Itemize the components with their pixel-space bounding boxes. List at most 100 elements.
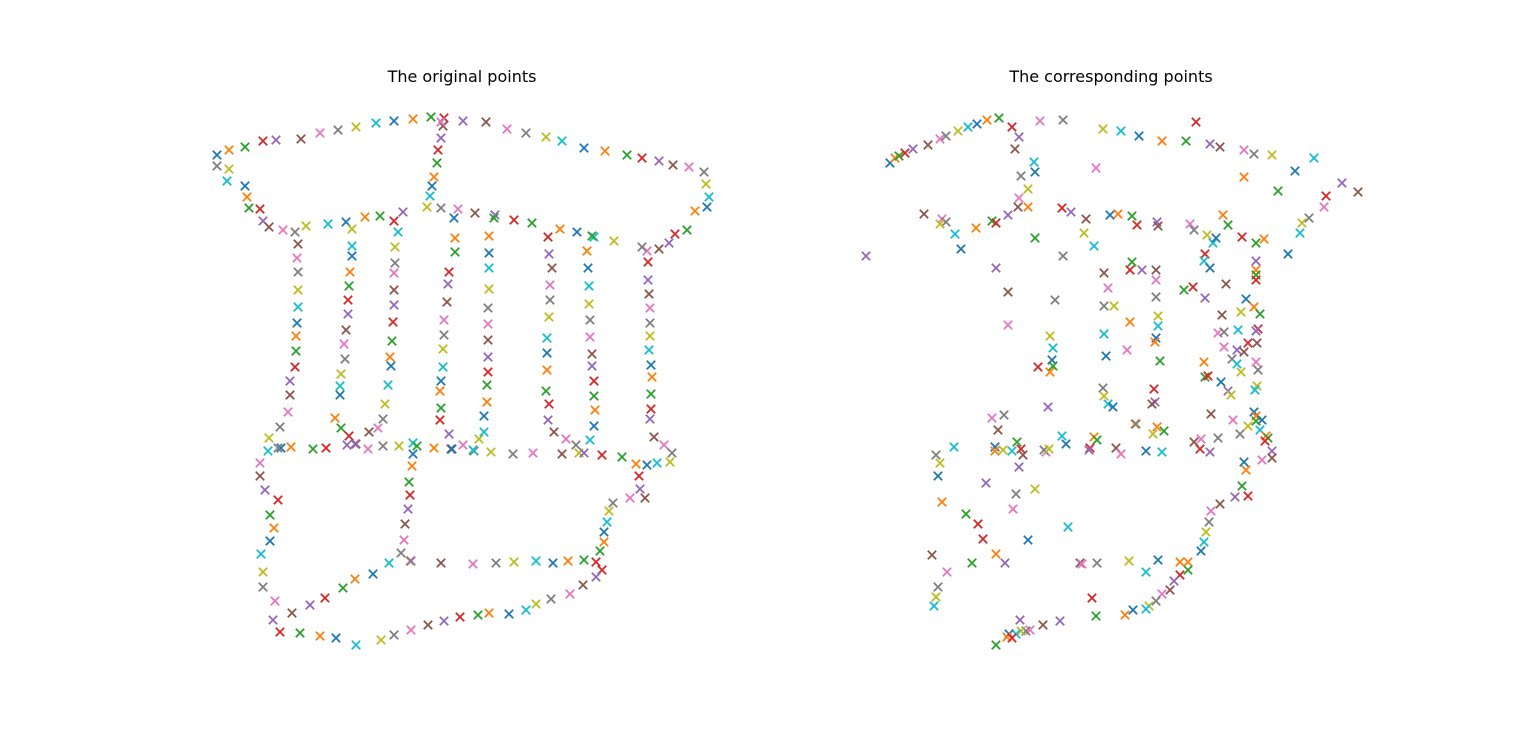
corresponding-point-marker [1092, 558, 1102, 568]
corresponding-point-marker [1233, 325, 1243, 335]
corresponding-point-marker [1232, 359, 1242, 369]
original-point-marker [240, 181, 250, 191]
original-point-marker [293, 285, 303, 295]
corresponding-point-marker [1200, 293, 1210, 303]
original-point-marker [531, 556, 541, 566]
original-point-marker [604, 506, 614, 516]
corresponding-point-marker [1153, 555, 1163, 565]
corresponding-point-marker [998, 445, 1008, 455]
corresponding-point-marker [1159, 426, 1169, 436]
corresponding-point-marker [1217, 310, 1227, 320]
corresponding-point-marker [935, 134, 945, 144]
original-point-marker [343, 295, 353, 305]
original-point-marker [387, 336, 397, 346]
corresponding-point-marker [1023, 535, 1033, 545]
corresponding-point-marker [1205, 139, 1215, 149]
corresponding-point-marker [1237, 232, 1247, 242]
corresponding-point-marker [1215, 142, 1225, 152]
corresponding-point-marker [971, 223, 981, 233]
original-point-marker [340, 354, 350, 364]
original-point-marker [521, 128, 531, 138]
original-point-marker [483, 335, 493, 345]
corresponding-point-marker [1239, 347, 1249, 357]
original-point-marker [394, 441, 404, 451]
corresponding-point-marker [1253, 365, 1263, 375]
original-point-marker [637, 153, 647, 163]
original-point-marker [555, 224, 565, 234]
corresponding-point-marker [1091, 163, 1101, 173]
original-point-marker [543, 232, 553, 242]
corresponding-point-marker [1252, 338, 1262, 348]
original-point-marker [408, 114, 418, 124]
corresponding-point-marker [1183, 565, 1193, 575]
original-point-marker [433, 145, 443, 155]
corresponding-point-marker [1236, 367, 1246, 377]
corresponding-point-marker [1228, 415, 1238, 425]
original-point-marker [490, 210, 500, 220]
original-point-marker [458, 440, 468, 450]
original-point-marker [269, 523, 279, 533]
original-point-marker [563, 556, 573, 566]
corresponding-point-marker [978, 534, 988, 544]
original-point-marker [509, 557, 519, 567]
original-point-marker [333, 125, 343, 135]
original-point-marker [527, 218, 537, 228]
original-point-marker [389, 300, 399, 310]
corresponding-point-marker [1147, 399, 1157, 409]
original-point-marker [275, 422, 285, 432]
corresponding-point-marker [1141, 446, 1151, 456]
corresponding-point-marker [1132, 220, 1142, 230]
corresponding-point-marker [1273, 186, 1283, 196]
corresponding-point-marker [1081, 214, 1091, 224]
corresponding-point-marker [1189, 437, 1199, 447]
original-point-marker [544, 312, 554, 322]
original-point-marker [255, 471, 265, 481]
corresponding-point-marker [941, 217, 951, 227]
corresponding-point-marker [894, 151, 904, 161]
original-point-marker [242, 192, 252, 202]
original-point-marker [473, 610, 483, 620]
original-point-marker [383, 380, 393, 390]
original-point-marker [386, 361, 396, 371]
corresponding-point-marker [935, 219, 945, 229]
original-point-marker [644, 345, 654, 355]
original-point-marker [336, 423, 346, 433]
original-point-marker [579, 448, 589, 458]
corresponding-point-marker [1150, 337, 1160, 347]
original-point-marker [287, 608, 297, 618]
original-point-marker [449, 213, 459, 223]
corresponding-point-marker [1267, 453, 1277, 463]
corresponding-point-marker [1125, 317, 1135, 327]
corresponding-point-marker [1243, 491, 1253, 501]
original-point-marker [491, 558, 501, 568]
corresponding-point-marker [923, 140, 933, 150]
corresponding-point-marker [1113, 209, 1123, 219]
original-point-marker [557, 136, 567, 146]
original-point-marker [338, 583, 348, 593]
original-point-marker [320, 593, 330, 603]
original-point-marker [647, 372, 657, 382]
corresponding-point-marker [1152, 422, 1162, 432]
original-point-marker [393, 227, 403, 237]
original-point-marker [224, 164, 234, 174]
original-point-marker [342, 440, 352, 450]
original-point-marker [442, 297, 452, 307]
original-point-marker [625, 493, 635, 503]
original-point-marker [268, 615, 278, 625]
corresponding-point-marker [1030, 484, 1040, 494]
original-point-marker [385, 352, 395, 362]
original-point-marker [668, 160, 678, 170]
original-point-marker [376, 635, 386, 645]
original-point-marker [455, 612, 465, 622]
original-point-marker [315, 128, 325, 138]
corresponding-point-marker [933, 582, 943, 592]
original-point-marker [345, 267, 355, 277]
corresponding-point-marker [1157, 447, 1167, 457]
corresponding-point-marker [1103, 399, 1113, 409]
original-point-marker [290, 227, 300, 237]
corresponding-point-marker [1141, 567, 1151, 577]
original-point-marker [585, 435, 595, 445]
original-point-marker [388, 317, 398, 327]
original-point-marker [483, 319, 493, 329]
